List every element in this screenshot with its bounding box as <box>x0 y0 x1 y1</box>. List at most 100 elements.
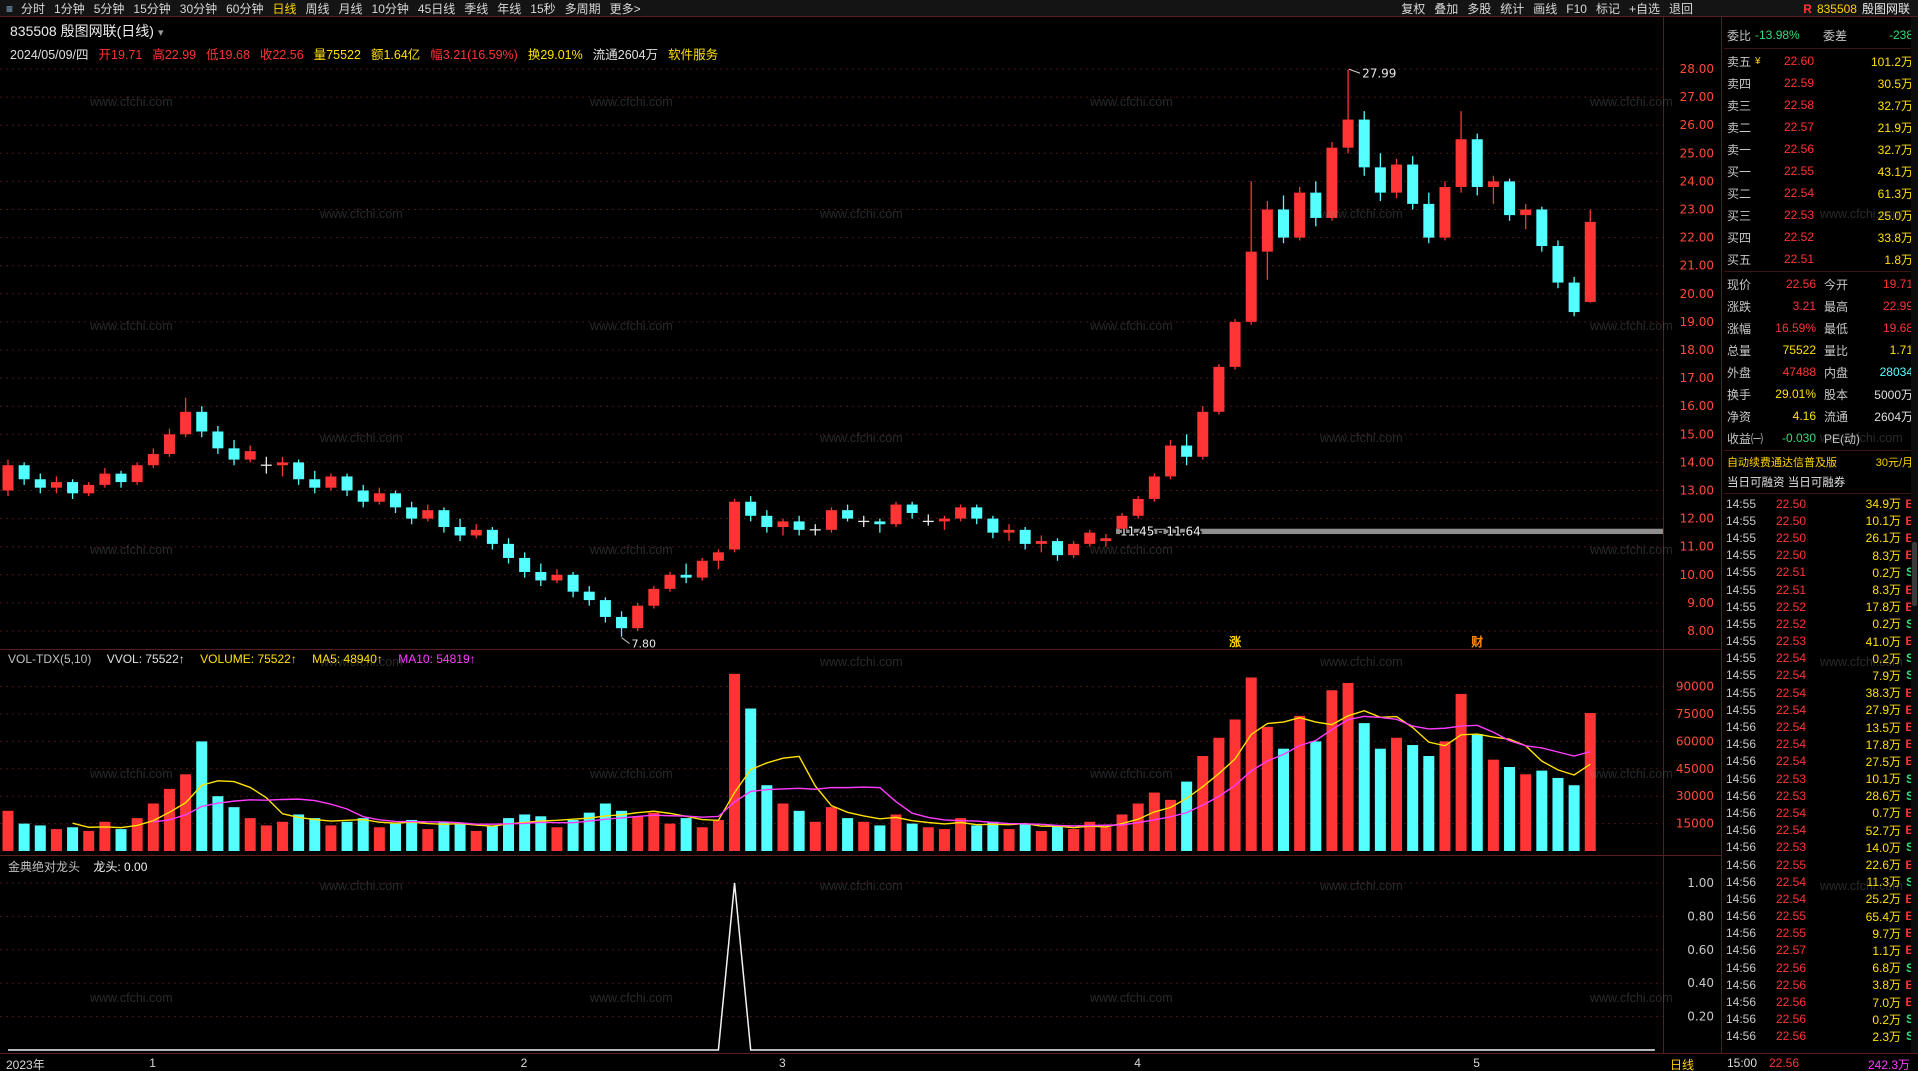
volume-ma5-value: MA5: 48940↑ <box>312 652 383 666</box>
ask-row-4[interactable]: 卖四 22.59 30.5万 <box>1722 72 1918 94</box>
menu-item-13[interactable]: 15秒 <box>530 1 556 16</box>
stat-label: 内盘 <box>1824 365 1849 380</box>
scrollbar[interactable] <box>1911 17 1918 1053</box>
main-price-chart[interactable]: 8.00 9.00 10.00 11.00 12.00 13.00 14.00 15.00 16… <box>0 17 1721 649</box>
trade-row: 14:55 22.51 0.2万 S <box>1722 564 1918 581</box>
indicator-chart[interactable]: 0.20 0.40 0.60 0.80 1.00 <box>0 855 1721 1053</box>
scrollbar-thumb[interactable] <box>1912 542 1917 606</box>
weibi-label: 委比 <box>1727 28 1752 43</box>
svg-text:27.00: 27.00 <box>1680 90 1714 104</box>
trade-price: 22.53 <box>1775 840 1806 855</box>
ask-price[interactable]: 22.58 <box>1783 98 1814 112</box>
volume-series <box>2 673 1596 851</box>
industry-link[interactable]: 软件服务 <box>668 48 719 62</box>
trade-row: 14:55 22.50 8.3万 B <box>1722 547 1918 564</box>
menu-item-8[interactable]: 月线 <box>338 1 363 16</box>
svg-text:1.00: 1.00 <box>1687 876 1714 890</box>
ask-label: 卖五 <box>1727 54 1752 69</box>
bid-row-5[interactable]: 买五 22.51 1.8万 <box>1722 248 1918 270</box>
menu-item-14[interactable]: 多周期 <box>564 1 601 16</box>
event-badge-1[interactable]: 财 <box>1471 635 1484 649</box>
bid-price[interactable]: 22.51 <box>1783 252 1814 266</box>
stat-label: 收益㈠ <box>1727 431 1764 446</box>
menu-item-7[interactable]: 周线 <box>305 1 330 16</box>
menu-item-15[interactable]: 更多> <box>609 1 641 16</box>
menu-item-4[interactable]: 30分钟 <box>179 1 218 16</box>
yen-icon: ¥ <box>1755 55 1761 67</box>
promo-row[interactable]: 自动续费通达信普及版 30元/月 <box>1722 452 1918 472</box>
trade-volume: 26.1万 <box>1865 531 1901 546</box>
trade-volume: 0.7万 <box>1872 806 1901 821</box>
ask-row-2[interactable]: 卖二 22.57 21.9万 <box>1722 116 1918 138</box>
menu-item-12[interactable]: 年线 <box>497 1 522 16</box>
toolbar-button-5[interactable]: F10 <box>1566 1 1587 16</box>
ask-price[interactable]: 22.60 <box>1783 54 1814 68</box>
bid-price[interactable]: 22.53 <box>1783 208 1814 222</box>
stat-label: 量比 <box>1824 343 1849 358</box>
menu-item-5[interactable]: 60分钟 <box>226 1 264 16</box>
hamburger-icon[interactable]: ≡ <box>6 1 14 16</box>
ask-row-1[interactable]: 卖一 22.56 32.7万 <box>1722 138 1918 160</box>
trade-time: 14:56 <box>1726 909 1757 924</box>
menu-item-1[interactable]: 1分钟 <box>54 1 85 16</box>
trade-price: 22.54 <box>1775 702 1806 717</box>
bid-price[interactable]: 22.54 <box>1783 186 1814 200</box>
gap-band <box>1116 528 1663 535</box>
volume-indicator-name[interactable]: VOL-TDX(5,10) <box>8 652 92 666</box>
ask-price[interactable]: 22.56 <box>1783 142 1814 156</box>
toolbar-button-2[interactable]: 多股 <box>1467 1 1492 16</box>
stat-value: 19.71 <box>1882 277 1913 291</box>
bid-row-4[interactable]: 买四 22.52 33.8万 <box>1722 226 1918 248</box>
trade-row: 14:55 22.54 27.9万 B <box>1722 701 1918 718</box>
toolbar-button-0[interactable]: 复权 <box>1401 1 1426 16</box>
menu-item-0[interactable]: 分时 <box>21 1 46 16</box>
bid-price[interactable]: 22.52 <box>1783 230 1814 244</box>
ask-price[interactable]: 22.57 <box>1783 120 1814 134</box>
toolbar-button-6[interactable]: 标记 <box>1595 1 1620 16</box>
trade-time: 14:56 <box>1726 960 1757 975</box>
menu-item-11[interactable]: 季线 <box>464 1 489 16</box>
ask-row-3[interactable]: 卖三 22.58 32.7万 <box>1722 94 1918 116</box>
svg-text:16.00: 16.00 <box>1680 399 1714 413</box>
period-label[interactable]: 日线 <box>1670 1058 1695 1071</box>
bid-label: 买三 <box>1727 208 1752 223</box>
info-segment-7: 幅3.21(16.59%) <box>430 48 518 62</box>
trade-tick-list[interactable]: 14:55 22.50 34.9万 B 14:55 22.50 10.1万 B 14:55 22.… <box>1722 495 1918 1045</box>
toolbar-button-4[interactable]: 画线 <box>1533 1 1558 16</box>
bid-label: 买二 <box>1727 186 1752 201</box>
indicator-name[interactable]: 金典绝对龙头 <box>8 860 81 874</box>
stat-label: 换手 <box>1727 387 1752 402</box>
toolbar-button-7[interactable]: +自选 <box>1628 1 1660 16</box>
trade-row: 14:55 22.53 41.0万 B <box>1722 633 1918 650</box>
stat-value: 2604万 <box>1874 409 1913 424</box>
trade-direction: B <box>1905 891 1914 906</box>
stock-badge[interactable]: R 835508 殷图网联 <box>1803 0 1910 17</box>
trade-direction: S <box>1905 1012 1914 1027</box>
bid-row-3[interactable]: 买三 22.53 25.0万 <box>1722 204 1918 226</box>
toolbar-button-3[interactable]: 统计 <box>1500 1 1525 16</box>
menu-item-9[interactable]: 10分钟 <box>371 1 409 16</box>
menu-item-10[interactable]: 45日线 <box>417 1 456 16</box>
bid-row-2[interactable]: 买二 22.54 61.3万 <box>1722 182 1918 204</box>
margin-eligibility-row: 当日可融资 当日可融券 <box>1722 472 1918 492</box>
toolbar-button-8[interactable]: 退回 <box>1668 1 1693 16</box>
ask-price[interactable]: 22.59 <box>1783 76 1814 90</box>
menu-item-3[interactable]: 15分钟 <box>133 1 171 16</box>
volume-chart[interactable]: 15000 30000 45000 60000 75000 90000 <box>0 649 1721 855</box>
bid-price[interactable]: 22.55 <box>1783 164 1814 178</box>
stat-row-4: 外盘 47488 内盘 28034 <box>1722 361 1918 383</box>
svg-text:0.20: 0.20 <box>1687 1010 1714 1024</box>
trade-direction: B <box>1905 754 1914 769</box>
menu-item-2[interactable]: 5分钟 <box>93 1 125 16</box>
trade-row: 14:55 22.50 26.1万 B <box>1722 529 1918 546</box>
trade-price: 22.51 <box>1775 582 1806 597</box>
volume-value: VOLUME: 75522↑ <box>200 652 297 666</box>
trade-row: 14:56 22.53 28.6万 S <box>1722 787 1918 804</box>
bid-row-1[interactable]: 买一 22.55 43.1万 <box>1722 160 1918 182</box>
menu-item-6[interactable]: 日线 <box>272 1 297 16</box>
event-badge-0[interactable]: 涨 <box>1229 635 1242 649</box>
stat-label: 净资 <box>1727 409 1752 424</box>
ask-row-5[interactable]: 卖五 ¥22.60 101.2万 <box>1722 50 1918 72</box>
toolbar-button-1[interactable]: 叠加 <box>1434 1 1459 16</box>
chart-title[interactable]: 835508 殷图网联(日线) ▾ <box>10 21 163 41</box>
